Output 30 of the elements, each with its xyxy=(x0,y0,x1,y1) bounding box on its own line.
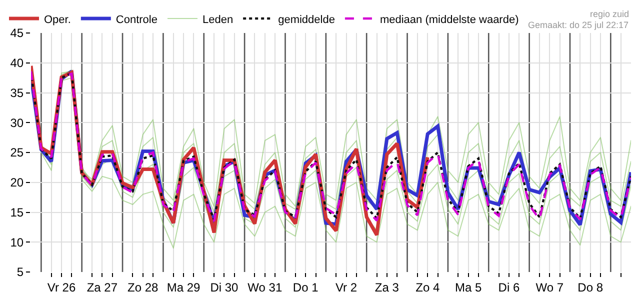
x-tick-label: Vr 2 xyxy=(335,280,358,294)
text: regio zuid xyxy=(590,9,630,19)
y-tick-label: 30 xyxy=(10,116,24,130)
x-tick-label: Za 27 xyxy=(86,280,118,294)
legend-label: Leden xyxy=(202,14,234,26)
x-tick-label: Ma 29 xyxy=(166,280,201,294)
x-tick-label: Do 1 xyxy=(292,280,319,294)
y-tick-label: 10 xyxy=(10,235,24,250)
x-tick-label: Vr 26 xyxy=(47,280,76,294)
x-tick-label: Za 3 xyxy=(374,280,400,294)
x-tick-label: Wo 31 xyxy=(248,280,282,294)
x-tick-label: Di 30 xyxy=(210,280,239,294)
y-tick-label: 20 xyxy=(10,176,24,190)
text: Gemaakt: do 25 jul 22:17 xyxy=(528,20,629,30)
x-tick-label: Ma 5 xyxy=(454,280,482,294)
y-tick-label: 40 xyxy=(10,56,24,70)
y-tick-label: 5 xyxy=(16,265,24,280)
x-tick-label: Wo 7 xyxy=(536,280,564,294)
y-tick-label: 45 xyxy=(10,26,24,40)
legend-label: Oper. xyxy=(44,14,71,26)
legend-label: mediaan (middelste waarde) xyxy=(380,14,519,26)
x-tick-label: Di 6 xyxy=(498,280,520,294)
y-tick-label: 25 xyxy=(10,146,24,160)
x-tick-label: Zo 4 xyxy=(416,280,440,294)
legend-label: gemiddelde xyxy=(278,14,335,26)
y-tick-label: 15 xyxy=(10,205,24,220)
y-tick-label: 35 xyxy=(10,86,24,100)
x-tick-label: Do 8 xyxy=(578,280,604,294)
x-tick-label: Zo 28 xyxy=(128,280,159,294)
legend-label: Controle xyxy=(116,14,158,26)
